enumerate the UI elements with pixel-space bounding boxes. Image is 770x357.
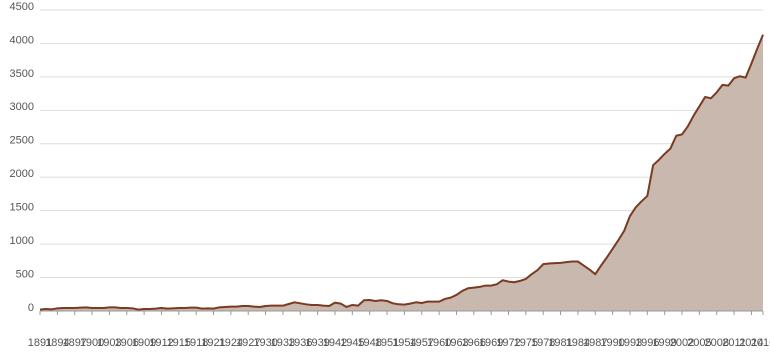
x-tick-label: 1891: [28, 337, 52, 349]
x-tick-label: 1900: [80, 337, 104, 349]
x-tick-label: 2002: [670, 337, 694, 349]
y-tick-label: 4000: [10, 34, 34, 46]
x-tick-label: 1978: [531, 337, 555, 349]
x-tick-label: 1948: [357, 337, 381, 349]
y-tick-label: 3000: [10, 101, 34, 113]
y-tick-label: 1500: [10, 202, 34, 214]
x-tick-label: 1915: [167, 337, 191, 349]
x-tick-label: 1906: [115, 337, 139, 349]
x-tick-label: 1966: [462, 337, 486, 349]
x-tick-label: 1960: [427, 337, 451, 349]
x-tick-label: 1942: [323, 337, 347, 349]
x-tick-label: 1975: [514, 337, 538, 349]
x-tick-label: 2011: [722, 337, 746, 349]
x-tick-label: 2005: [687, 337, 711, 349]
x-tick-label: 2008: [704, 337, 728, 349]
x-tick-label: 1990: [600, 337, 624, 349]
x-tick-label: 1927: [236, 337, 260, 349]
x-tick-label: 1930: [253, 337, 277, 349]
x-tick-label: 1936: [288, 337, 312, 349]
x-tick-label: 1996: [635, 337, 659, 349]
area: [40, 34, 763, 311]
x-tick-label: 1903: [97, 337, 121, 349]
x-tick-label: 1987: [583, 337, 607, 349]
y-tick-label: 2000: [10, 168, 34, 180]
y-tick-label: 4500: [10, 1, 34, 13]
x-tick-label: 1999: [652, 337, 676, 349]
x-tick-label: 1969: [479, 337, 503, 349]
y-tick-label: 500: [16, 268, 34, 280]
y-tick-label: 2500: [10, 135, 34, 147]
x-tick-label: 1918: [184, 337, 208, 349]
y-tick-label: 1000: [10, 235, 34, 247]
y-tick-label: 3500: [10, 68, 34, 80]
x-tick-label: 1957: [410, 337, 434, 349]
x-tick-label: 1924: [219, 337, 243, 349]
y-tick-label: 0: [28, 302, 34, 314]
x-tick-label: 1921: [201, 337, 225, 349]
x-tick-label: 1909: [132, 337, 156, 349]
x-tick-label: 2014: [739, 337, 763, 349]
x-tick-label: 2016: [751, 337, 770, 349]
x-tick-label: 1954: [392, 337, 416, 349]
x-tick-label: 1963: [444, 337, 468, 349]
x-tick-label: 1897: [62, 337, 86, 349]
x-tick-label: 1945: [340, 337, 364, 349]
x-tick-label: 1984: [566, 337, 590, 349]
x-tick-label: 1912: [149, 337, 173, 349]
x-tick-label: 1933: [271, 337, 295, 349]
x-tick-label: 1981: [548, 337, 572, 349]
x-tick-label: 1951: [375, 337, 399, 349]
x-tick-label: 1972: [496, 337, 520, 349]
line: [39, 34, 764, 311]
x-tick-label: 1939: [305, 337, 329, 349]
x-tick-label: 1894: [45, 337, 69, 349]
x-tick-label: 1993: [618, 337, 642, 349]
